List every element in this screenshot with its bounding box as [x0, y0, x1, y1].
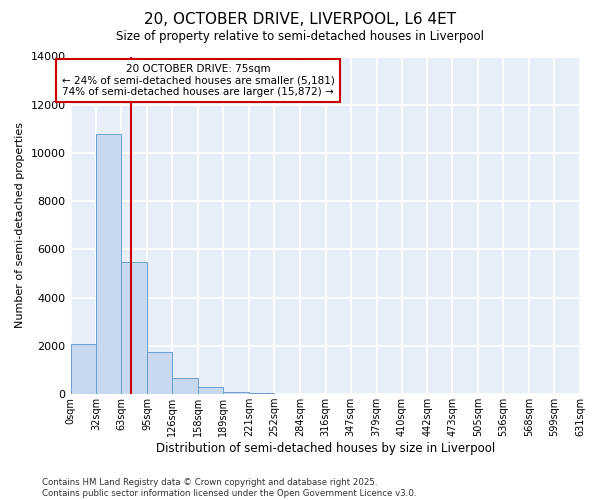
Bar — [249, 393, 274, 394]
Bar — [71, 344, 97, 394]
Bar — [223, 392, 249, 394]
X-axis label: Distribution of semi-detached houses by size in Liverpool: Distribution of semi-detached houses by … — [155, 442, 495, 455]
Bar — [97, 134, 121, 394]
Text: Contains HM Land Registry data © Crown copyright and database right 2025.
Contai: Contains HM Land Registry data © Crown c… — [42, 478, 416, 498]
Bar — [147, 352, 172, 394]
Text: 20 OCTOBER DRIVE: 75sqm
← 24% of semi-detached houses are smaller (5,181)
74% of: 20 OCTOBER DRIVE: 75sqm ← 24% of semi-de… — [62, 64, 335, 97]
Bar — [121, 262, 147, 394]
Text: Size of property relative to semi-detached houses in Liverpool: Size of property relative to semi-detach… — [116, 30, 484, 43]
Bar — [198, 387, 223, 394]
Text: 20, OCTOBER DRIVE, LIVERPOOL, L6 4ET: 20, OCTOBER DRIVE, LIVERPOOL, L6 4ET — [144, 12, 456, 28]
Y-axis label: Number of semi-detached properties: Number of semi-detached properties — [15, 122, 25, 328]
Bar — [172, 378, 198, 394]
